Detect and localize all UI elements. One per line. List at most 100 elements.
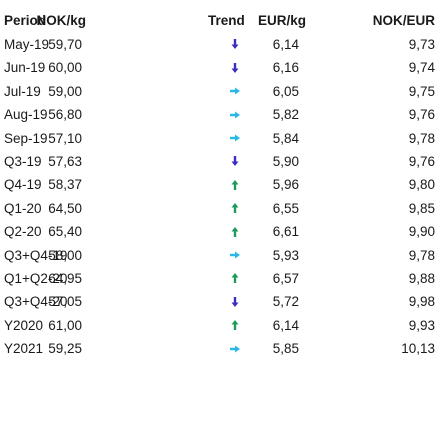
table-row: Sep-19 57,10 5,84 9,78 [0, 127, 438, 150]
eur-kg-cell: 5,85 [272, 341, 299, 357]
arrow-down-icon [229, 296, 241, 308]
arrow-right-icon [229, 343, 241, 355]
arrow-up-icon [229, 179, 241, 191]
period-cell: Q3-19 [4, 154, 42, 169]
nok-eur-cell: 9,75 [408, 83, 435, 99]
table-row: Q3+Q4-19 58,00 5,93 9,78 [0, 244, 438, 267]
nok-kg-cell: 57,05 [48, 294, 82, 310]
arrow-up-icon [229, 319, 241, 331]
trend-cell [225, 290, 245, 313]
period-cell: Q4-19 [4, 177, 42, 193]
period-cell: Q3+Q4-20 [4, 294, 68, 310]
period-cell: Jul-19 [4, 83, 41, 99]
nok-eur-cell: 9,85 [408, 200, 435, 216]
eur-kg-cell: 6,55 [272, 200, 299, 216]
nok-kg-cell: 57,10 [48, 130, 82, 146]
nok-kg-cell: 59,00 [48, 83, 82, 99]
trend-cell [225, 244, 245, 267]
nok-eur-cell: 9,93 [408, 317, 435, 333]
header-period: Period [4, 13, 47, 28]
table-row: Q3+Q4-20 57,05 5,72 9,98 [0, 290, 438, 313]
eur-kg-cell: 6,14 [272, 37, 299, 52]
eur-kg-cell: 6,05 [272, 83, 299, 99]
table-row: Q1-20 64,50 6,55 9,85 [0, 197, 438, 220]
period-cell: Y2020 [4, 317, 44, 333]
period-cell: Q1-20 [4, 200, 42, 216]
period-cell: Q1+Q2-20 [4, 271, 68, 286]
table-row: Q4-19 58,37 5,96 9,80 [0, 173, 438, 196]
trend-cell [225, 220, 245, 243]
table-row: Q3-19 57,63 5,90 9,76 [0, 150, 438, 173]
header-trend: Trend [208, 13, 245, 28]
nok-kg-cell: 61,00 [48, 317, 82, 333]
nok-kg-cell: 64,95 [48, 271, 82, 286]
nok-kg-cell: 58,37 [48, 177, 82, 193]
nok-kg-cell: 59,25 [48, 341, 82, 357]
arrow-right-icon [229, 249, 241, 261]
arrow-down-icon [229, 38, 241, 50]
nok-eur-cell: 9,78 [408, 130, 435, 146]
nok-eur-cell: 9,76 [408, 107, 435, 123]
nok-eur-cell: 9,73 [408, 37, 435, 52]
eur-kg-cell: 5,90 [272, 154, 299, 169]
table-row: Y2020 61,00 6,14 9,93 [0, 314, 438, 337]
arrow-right-icon [229, 132, 241, 144]
period-cell: May-19 [4, 37, 50, 52]
nok-kg-cell: 64,50 [48, 200, 82, 216]
trend-cell [225, 314, 245, 337]
period-cell: Q2-20 [4, 224, 42, 240]
table-row: Q2-20 65,40 6,61 9,90 [0, 220, 438, 243]
table-row: Jun-19 60,00 6,16 9,74 [0, 56, 438, 79]
trend-cell [225, 56, 245, 79]
table-row: Y2021 59,25 5,85 10,13 [0, 337, 438, 360]
period-cell: Jun-19 [4, 60, 46, 76]
table-row: May-19 59,70 6,14 9,73 [0, 33, 438, 56]
trend-cell [225, 150, 245, 173]
nok-kg-cell: 65,40 [48, 224, 82, 240]
eur-kg-cell: 5,72 [272, 294, 299, 310]
eur-kg-cell: 6,16 [272, 60, 299, 76]
header-nok-eur: NOK/EUR [372, 13, 435, 28]
eur-kg-cell: 6,61 [272, 224, 299, 240]
header-row: Period NOK/kg Trend EUR/kg NOK/EUR [0, 9, 438, 32]
trend-cell [225, 173, 245, 196]
nok-eur-cell: 9,88 [408, 271, 435, 286]
trend-cell [225, 80, 245, 103]
eur-kg-cell: 5,93 [272, 247, 299, 263]
nok-kg-cell: 60,00 [48, 60, 82, 76]
nok-eur-cell: 10,13 [401, 341, 435, 357]
arrow-down-icon [229, 155, 241, 167]
arrow-up-icon [229, 272, 241, 284]
period-cell: Y2021 [4, 341, 44, 357]
trend-cell [225, 33, 245, 56]
period-cell: Aug-19 [4, 107, 48, 123]
trend-cell [225, 337, 245, 360]
eur-kg-cell: 5,82 [272, 107, 299, 123]
nok-eur-cell: 9,76 [408, 154, 435, 169]
eur-kg-cell: 6,57 [272, 271, 299, 286]
table-row: Q1+Q2-20 64,95 6,57 9,88 [0, 267, 438, 290]
nok-eur-cell: 9,98 [408, 294, 435, 310]
nok-eur-cell: 9,90 [408, 224, 435, 240]
nok-kg-cell: 58,00 [48, 247, 82, 263]
trend-cell [225, 267, 245, 290]
trend-cell [225, 127, 245, 150]
eur-kg-cell: 6,14 [272, 317, 299, 333]
nok-eur-cell: 9,78 [408, 247, 435, 263]
header-nok-kg: NOK/kg [36, 13, 86, 28]
period-cell: Sep-19 [4, 130, 48, 146]
period-cell: Q3+Q4-19 [4, 247, 68, 263]
arrow-right-icon [229, 109, 241, 121]
arrow-up-icon [229, 202, 241, 214]
nok-eur-cell: 9,80 [408, 177, 435, 193]
nok-kg-cell: 59,70 [48, 37, 82, 52]
trend-cell [225, 197, 245, 220]
eur-kg-cell: 5,84 [272, 130, 299, 146]
arrow-up-icon [229, 226, 241, 238]
table-row: Jul-19 59,00 6,05 9,75 [0, 80, 438, 103]
table-row: Aug-19 56,80 5,82 9,76 [0, 103, 438, 126]
trend-cell [225, 103, 245, 126]
arrow-right-icon [229, 85, 241, 97]
nok-eur-cell: 9,74 [408, 60, 435, 76]
